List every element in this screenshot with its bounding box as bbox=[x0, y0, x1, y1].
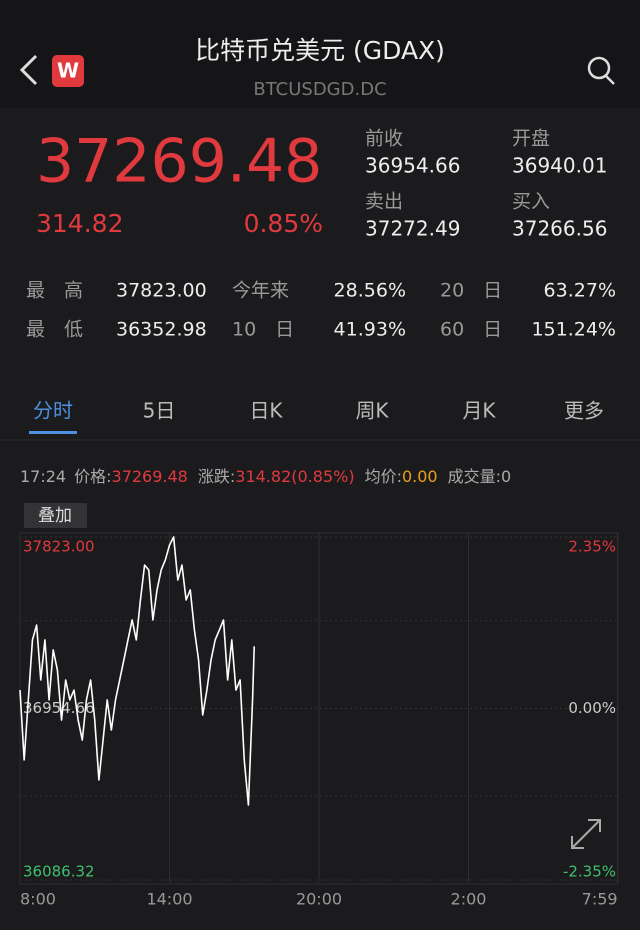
info-change: 314.82(0.85%) bbox=[235, 467, 354, 486]
info-price: 37269.48 bbox=[112, 467, 188, 486]
x-tick-label: 8:00 bbox=[20, 890, 56, 909]
price-line bbox=[19, 536, 256, 806]
tab[interactable]: 日K bbox=[249, 399, 283, 423]
change: 314.82 bbox=[36, 209, 123, 238]
summary-value: 36954.66 bbox=[365, 154, 460, 178]
y2-tick-label: 2.35% bbox=[568, 538, 616, 556]
summary-value: 37272.49 bbox=[365, 217, 460, 241]
y-tick-label: 36954.66 bbox=[23, 699, 95, 717]
info-avg: 0.00 bbox=[402, 467, 438, 486]
stat-value: 151.24% bbox=[531, 319, 616, 341]
tab[interactable]: 更多 bbox=[564, 399, 604, 423]
summary-value: 37266.56 bbox=[512, 217, 607, 241]
expand-icon bbox=[571, 819, 601, 849]
top-bar bbox=[0, 0, 640, 108]
price: 37269.48 bbox=[36, 127, 322, 197]
info-label: 成交量: bbox=[448, 467, 501, 486]
stat-value: 37823.00 bbox=[116, 280, 207, 302]
x-tick-label: 14:00 bbox=[146, 890, 192, 909]
info-time: 17:24 bbox=[20, 467, 66, 486]
title: 比特币兑美元 (GDAX) bbox=[195, 36, 445, 65]
stat-label: 最 高 bbox=[26, 280, 83, 302]
summary-label: 开盘 bbox=[512, 128, 550, 150]
tab[interactable]: 5日 bbox=[143, 399, 176, 423]
summary-label: 卖出 bbox=[365, 191, 403, 213]
back-button[interactable] bbox=[19, 54, 38, 86]
info-volume: 0 bbox=[501, 467, 511, 486]
stat-value: 63.27% bbox=[544, 280, 616, 302]
x-tick-label: 7:59 bbox=[582, 890, 618, 909]
stat-value: 28.56% bbox=[334, 280, 406, 302]
summary-label: 前收 bbox=[365, 128, 403, 150]
x-tick-label: 2:00 bbox=[451, 890, 487, 909]
info-label: 均价: bbox=[365, 467, 402, 486]
stat-value: 41.93% bbox=[334, 319, 406, 341]
stat-label: 20 日 bbox=[440, 280, 502, 302]
y2-tick-label: 0.00% bbox=[568, 699, 616, 717]
app-logo bbox=[52, 55, 84, 87]
stat-value: 36352.98 bbox=[116, 319, 207, 341]
info-bar: 17:24 价格:37269.48 涨跌:314.82(0.85%) 均价:0.00 成… bbox=[20, 467, 511, 486]
tab[interactable]: 月K bbox=[462, 399, 496, 423]
subtitle: BTCUSDGD.DC bbox=[253, 79, 386, 100]
overlay-button[interactable] bbox=[24, 503, 87, 528]
x-tick-label: 20:00 bbox=[296, 890, 342, 909]
stat-label: 最 低 bbox=[26, 319, 83, 341]
stat-label: 60 日 bbox=[440, 319, 502, 341]
search-icon bbox=[587, 56, 611, 80]
summary-value: 36940.01 bbox=[512, 154, 607, 178]
tab[interactable]: 周K bbox=[355, 399, 389, 423]
y2-tick-label: -2.35% bbox=[563, 863, 616, 881]
logo-text: W bbox=[57, 59, 79, 83]
change-pct: 0.85% bbox=[244, 209, 323, 238]
info-label: 价格: bbox=[74, 467, 111, 486]
stat-label: 10 日 bbox=[232, 319, 294, 341]
stat-label: 今年来 bbox=[232, 280, 289, 302]
expand-button[interactable] bbox=[571, 819, 601, 849]
y-tick-label: 36086.32 bbox=[23, 863, 95, 881]
search-icon bbox=[605, 75, 615, 85]
y-tick-label: 37823.00 bbox=[23, 538, 95, 556]
search-button[interactable] bbox=[587, 56, 615, 85]
info-label: 涨跌: bbox=[198, 467, 235, 486]
overlay-button-label: 叠加 bbox=[38, 506, 72, 526]
tab[interactable]: 分时 bbox=[33, 399, 73, 423]
summary-label: 买入 bbox=[512, 191, 550, 213]
active-tab-indicator bbox=[29, 431, 77, 434]
